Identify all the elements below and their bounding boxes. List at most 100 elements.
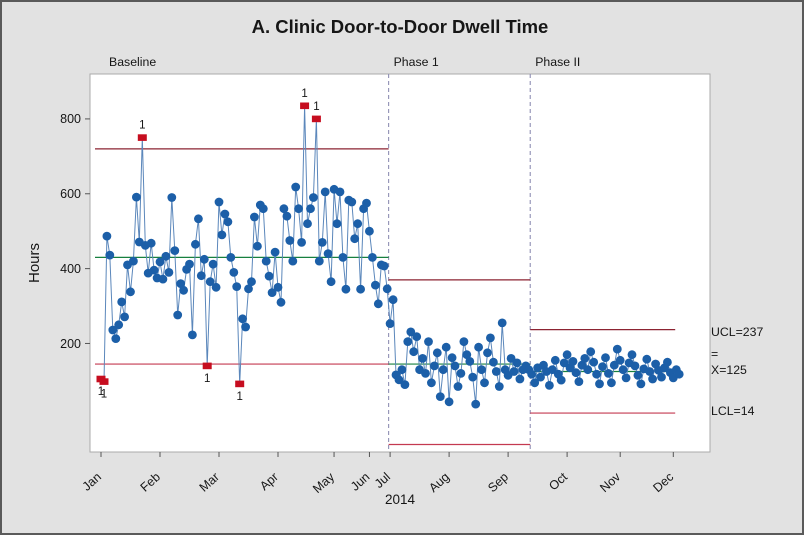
data-point xyxy=(630,361,640,371)
data-point xyxy=(158,274,168,284)
data-point xyxy=(568,357,578,366)
data-point xyxy=(453,382,463,391)
data-point xyxy=(438,365,448,375)
y-axis-title: Hours xyxy=(26,243,43,283)
data-point xyxy=(397,365,407,375)
data-point xyxy=(314,256,324,266)
phase-label: Phase II xyxy=(535,55,580,69)
data-point xyxy=(589,357,599,367)
data-point xyxy=(114,320,124,330)
x-tick-label: Dec xyxy=(650,470,676,495)
data-point xyxy=(462,350,472,360)
data-point xyxy=(550,355,560,365)
data-point xyxy=(512,358,522,368)
data-point xyxy=(607,378,616,388)
data-point xyxy=(350,234,360,244)
data-point xyxy=(214,197,224,207)
x-tick-label: Nov xyxy=(597,469,623,495)
data-point xyxy=(580,354,590,363)
data-point xyxy=(173,310,183,320)
data-point xyxy=(465,357,475,366)
data-point xyxy=(105,250,115,260)
data-point xyxy=(586,347,596,357)
phase-labels: Baseline Phase 1 Phase II xyxy=(109,55,580,69)
data-point xyxy=(583,365,593,375)
data-point xyxy=(441,342,451,352)
data-point xyxy=(303,219,312,229)
data-point xyxy=(306,204,315,214)
xbar-annotation-bar: = xyxy=(711,347,718,361)
data-point xyxy=(592,369,601,379)
data-point xyxy=(642,354,652,364)
test-failure-label: 1 xyxy=(101,389,107,401)
data-point xyxy=(435,392,445,401)
data-point xyxy=(285,236,295,245)
x-tick-label: Oct xyxy=(546,469,570,493)
data-point xyxy=(288,256,298,266)
data-point xyxy=(491,367,501,376)
data-point xyxy=(176,279,186,288)
data-point xyxy=(326,277,336,287)
data-point xyxy=(509,367,519,376)
data-point xyxy=(633,370,643,380)
data-point xyxy=(627,350,637,360)
data-point xyxy=(353,219,363,229)
data-point xyxy=(276,297,286,307)
data-point xyxy=(515,374,525,384)
data-point xyxy=(238,314,248,324)
data-point xyxy=(456,369,466,378)
data-point xyxy=(332,219,342,229)
phase-dividers xyxy=(388,74,531,452)
test-failure-label: 1 xyxy=(313,101,319,113)
data-point xyxy=(406,327,416,337)
data-point xyxy=(161,251,171,261)
data-point xyxy=(545,381,554,390)
data-point xyxy=(424,337,433,346)
data-point xyxy=(612,344,622,354)
ucl-annotation: UCL=237 xyxy=(711,325,763,339)
out-of-control-marker xyxy=(137,134,147,141)
data-point xyxy=(199,254,209,264)
test-failure-label: 1 xyxy=(98,386,104,398)
data-point xyxy=(341,284,351,294)
data-point xyxy=(323,249,333,258)
data-point xyxy=(421,369,430,378)
y-tick-label: 400 xyxy=(60,262,81,276)
out-of-control-marker xyxy=(99,378,109,385)
data-point xyxy=(385,319,395,328)
data-point xyxy=(574,377,584,386)
data-point xyxy=(365,226,374,236)
data-point xyxy=(229,268,239,277)
chart-title: A. Clinic Door-to-Door Dwell Time xyxy=(252,16,549,37)
data-point xyxy=(347,197,357,207)
data-point xyxy=(530,378,540,388)
test-failure-label: 1 xyxy=(204,373,210,385)
data-point xyxy=(609,360,619,370)
data-point xyxy=(621,373,631,383)
data-point xyxy=(194,214,203,224)
data-point xyxy=(615,355,625,365)
data-point xyxy=(562,350,572,360)
data-point xyxy=(571,368,581,378)
data-point xyxy=(132,192,141,202)
data-point xyxy=(261,256,271,266)
data-point xyxy=(604,369,613,378)
data-point xyxy=(149,265,159,275)
data-point xyxy=(447,353,457,363)
data-point xyxy=(291,182,301,192)
data-point xyxy=(117,297,127,307)
x-tick-label: Mar xyxy=(197,470,222,495)
data-point xyxy=(273,282,283,292)
data-point xyxy=(146,238,156,248)
data-point xyxy=(477,365,486,375)
lcl-annotation: LCL=14 xyxy=(711,404,755,418)
phase-label: Phase 1 xyxy=(394,55,439,69)
data-point xyxy=(474,342,483,352)
data-point xyxy=(362,198,371,208)
test-failure-label: 1 xyxy=(139,120,145,132)
data-point xyxy=(636,379,646,389)
data-point xyxy=(247,277,256,287)
